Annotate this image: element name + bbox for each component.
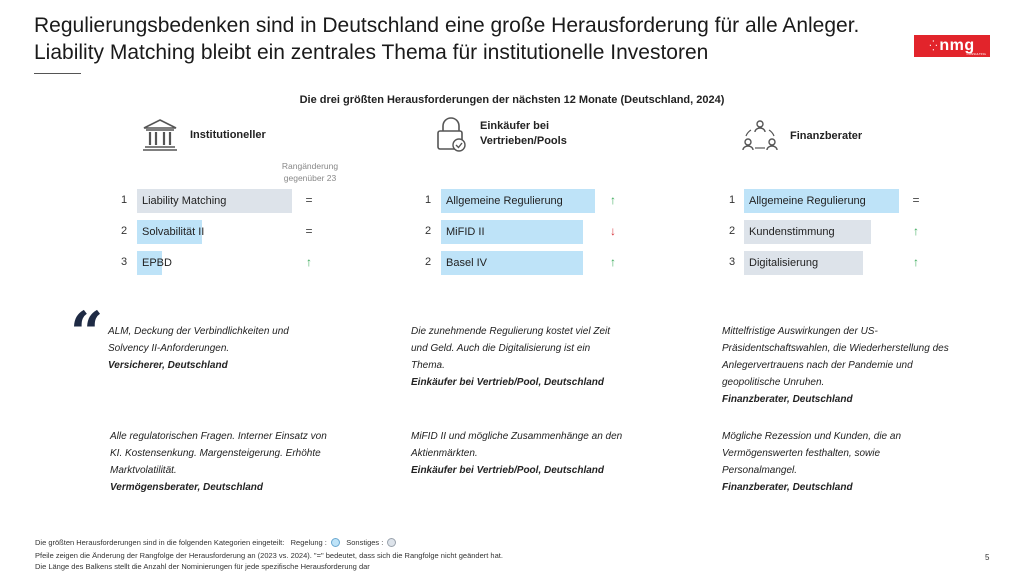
rank-number: 1 bbox=[728, 194, 736, 206]
rank-unchanged-indicator: = bbox=[305, 224, 313, 238]
challenge-bar: Basel IV bbox=[441, 251, 583, 275]
logo-subtext: CONSULTING bbox=[966, 52, 986, 56]
quote-wealth-manager: Alle regulatorischen Fragen. Interner Ei… bbox=[110, 428, 330, 496]
people-network-icon bbox=[742, 120, 778, 151]
rank-unchanged-indicator: = bbox=[305, 193, 313, 207]
challenge-label: MiFID II bbox=[446, 226, 485, 238]
challenge-bar: Solvabilität II bbox=[137, 220, 205, 244]
quote-source: Vermögensberater, Deutschland bbox=[110, 482, 264, 493]
lock-icon bbox=[437, 117, 466, 152]
rank-up-arrow-icon: ↑ bbox=[913, 224, 919, 238]
rank-up-arrow-icon: ↑ bbox=[306, 255, 312, 269]
quote-mark-icon: “ bbox=[70, 299, 104, 367]
challenge-label: Solvabilität II bbox=[142, 226, 205, 238]
challenge-label: Digitalisierung bbox=[749, 257, 819, 269]
challenge-bar: Liability Matching bbox=[137, 189, 292, 213]
column-label-distributors: Einkäufer bei Vertrieben/Pools bbox=[480, 120, 567, 147]
quote-source: Finanzberater, Deutschland bbox=[722, 482, 853, 493]
quote-text: Alle regulatorischen Fragen. Interner Ei… bbox=[110, 431, 327, 476]
logo-dots-icon: ⁛ bbox=[929, 40, 937, 52]
legend-other-label: Sonstiges : bbox=[346, 538, 384, 547]
challenge-label: EPBD bbox=[142, 257, 172, 269]
page-number: 5 bbox=[985, 553, 990, 562]
rank-change-note: Rangänderung gegenüber 23 bbox=[281, 161, 339, 183]
rank-up-arrow-icon: ↑ bbox=[610, 193, 616, 207]
footnote-categories-text: Die größten Herausforderungen sind in di… bbox=[35, 538, 285, 547]
challenge-bar: Kundenstimmung bbox=[744, 220, 871, 244]
rank-up-arrow-icon: ↑ bbox=[913, 255, 919, 269]
column-header-advisors: Finanzberater bbox=[742, 118, 900, 154]
rank-number: 2 bbox=[120, 225, 128, 237]
rank-down-arrow-icon: ↓ bbox=[610, 224, 616, 238]
column-label-institutional: Institutioneller bbox=[190, 128, 266, 141]
quote-advisor-2: Mögliche Rezession und Kunden, die an Ve… bbox=[722, 428, 922, 496]
rank-number: 2 bbox=[728, 225, 736, 237]
rank-number: 1 bbox=[424, 194, 432, 206]
legend-regulation-label: Regelung : bbox=[290, 538, 327, 547]
quote-source: Einkäufer bei Vertrieb/Pool, Deutschland bbox=[411, 465, 605, 476]
quote-distributor-2: MiFID II und mögliche Zusammenhänge an d… bbox=[411, 428, 641, 479]
column-label-advisors: Finanzberater bbox=[790, 129, 863, 142]
challenge-bar: Allgemeine Regulierung bbox=[441, 189, 595, 213]
rank-unchanged-indicator: = bbox=[912, 193, 920, 207]
footnote-categories: Die größten Herausforderungen sind in di… bbox=[35, 537, 397, 548]
challenge-label: Allgemeine Regulierung bbox=[749, 195, 866, 207]
bank-icon bbox=[143, 119, 177, 151]
footnote-arrows: Pfeile zeigen die Änderung der Rangfolge… bbox=[35, 551, 503, 560]
chart-subtitle: Die drei größten Herausforderungen der n… bbox=[299, 94, 725, 106]
quote-text: Mittelfristige Auswirkungen der US-Präsi… bbox=[722, 326, 949, 388]
challenge-label: Liability Matching bbox=[142, 195, 227, 207]
rank-number: 2 bbox=[424, 256, 432, 268]
challenge-bar: EPBD bbox=[137, 251, 172, 275]
quote-source: Einkäufer bei Vertrieb/Pool, Deutschland bbox=[411, 377, 605, 388]
page-title: Regulierungsbedenken sind in Deutschland… bbox=[34, 14, 860, 64]
challenge-label: Basel IV bbox=[446, 257, 487, 269]
quote-text: MiFID II und mögliche Zusammenhänge an d… bbox=[411, 431, 623, 459]
legend-other-swatch bbox=[387, 538, 397, 547]
quote-text: ALM, Deckung der Verbindlichkeiten und S… bbox=[108, 326, 289, 354]
rank-number: 2 bbox=[424, 225, 432, 237]
logo-text: nmg bbox=[939, 37, 975, 54]
rank-number: 1 bbox=[120, 194, 128, 206]
footnote-bars: Die Länge des Balkens stellt die Anzahl … bbox=[35, 562, 370, 571]
quote-advisor-1: Mittelfristige Auswirkungen der US-Präsi… bbox=[722, 323, 950, 408]
rank-up-arrow-icon: ↑ bbox=[610, 255, 616, 269]
challenge-label: Kundenstimmung bbox=[749, 226, 835, 238]
rank-number: 3 bbox=[120, 256, 128, 268]
column-header-distributors: Einkäufer bei Vertrieben/Pools bbox=[434, 116, 600, 152]
rank-number: 3 bbox=[728, 256, 736, 268]
nmg-logo: ⁛ nmg CONSULTING bbox=[914, 35, 990, 57]
title-divider bbox=[34, 73, 81, 74]
quote-source: Finanzberater, Deutschland bbox=[722, 394, 853, 405]
legend-regulation-swatch bbox=[330, 538, 340, 547]
quote-source: Versicherer, Deutschland bbox=[108, 360, 228, 371]
quote-insurer: ALM, Deckung der Verbindlichkeiten und S… bbox=[108, 323, 318, 374]
challenge-label: Allgemeine Regulierung bbox=[446, 195, 563, 207]
challenge-bar: Digitalisierung bbox=[744, 251, 863, 275]
challenge-bar: Allgemeine Regulierung bbox=[744, 189, 899, 213]
quote-distributor-1: Die zunehmende Regulierung kostet viel Z… bbox=[411, 323, 626, 391]
quote-text: Mögliche Rezession und Kunden, die an Ve… bbox=[722, 431, 902, 476]
challenge-bar: MiFID II bbox=[441, 220, 583, 244]
column-header-institutional: Institutioneller bbox=[142, 118, 300, 152]
quote-text: Die zunehmende Regulierung kostet viel Z… bbox=[411, 326, 610, 371]
